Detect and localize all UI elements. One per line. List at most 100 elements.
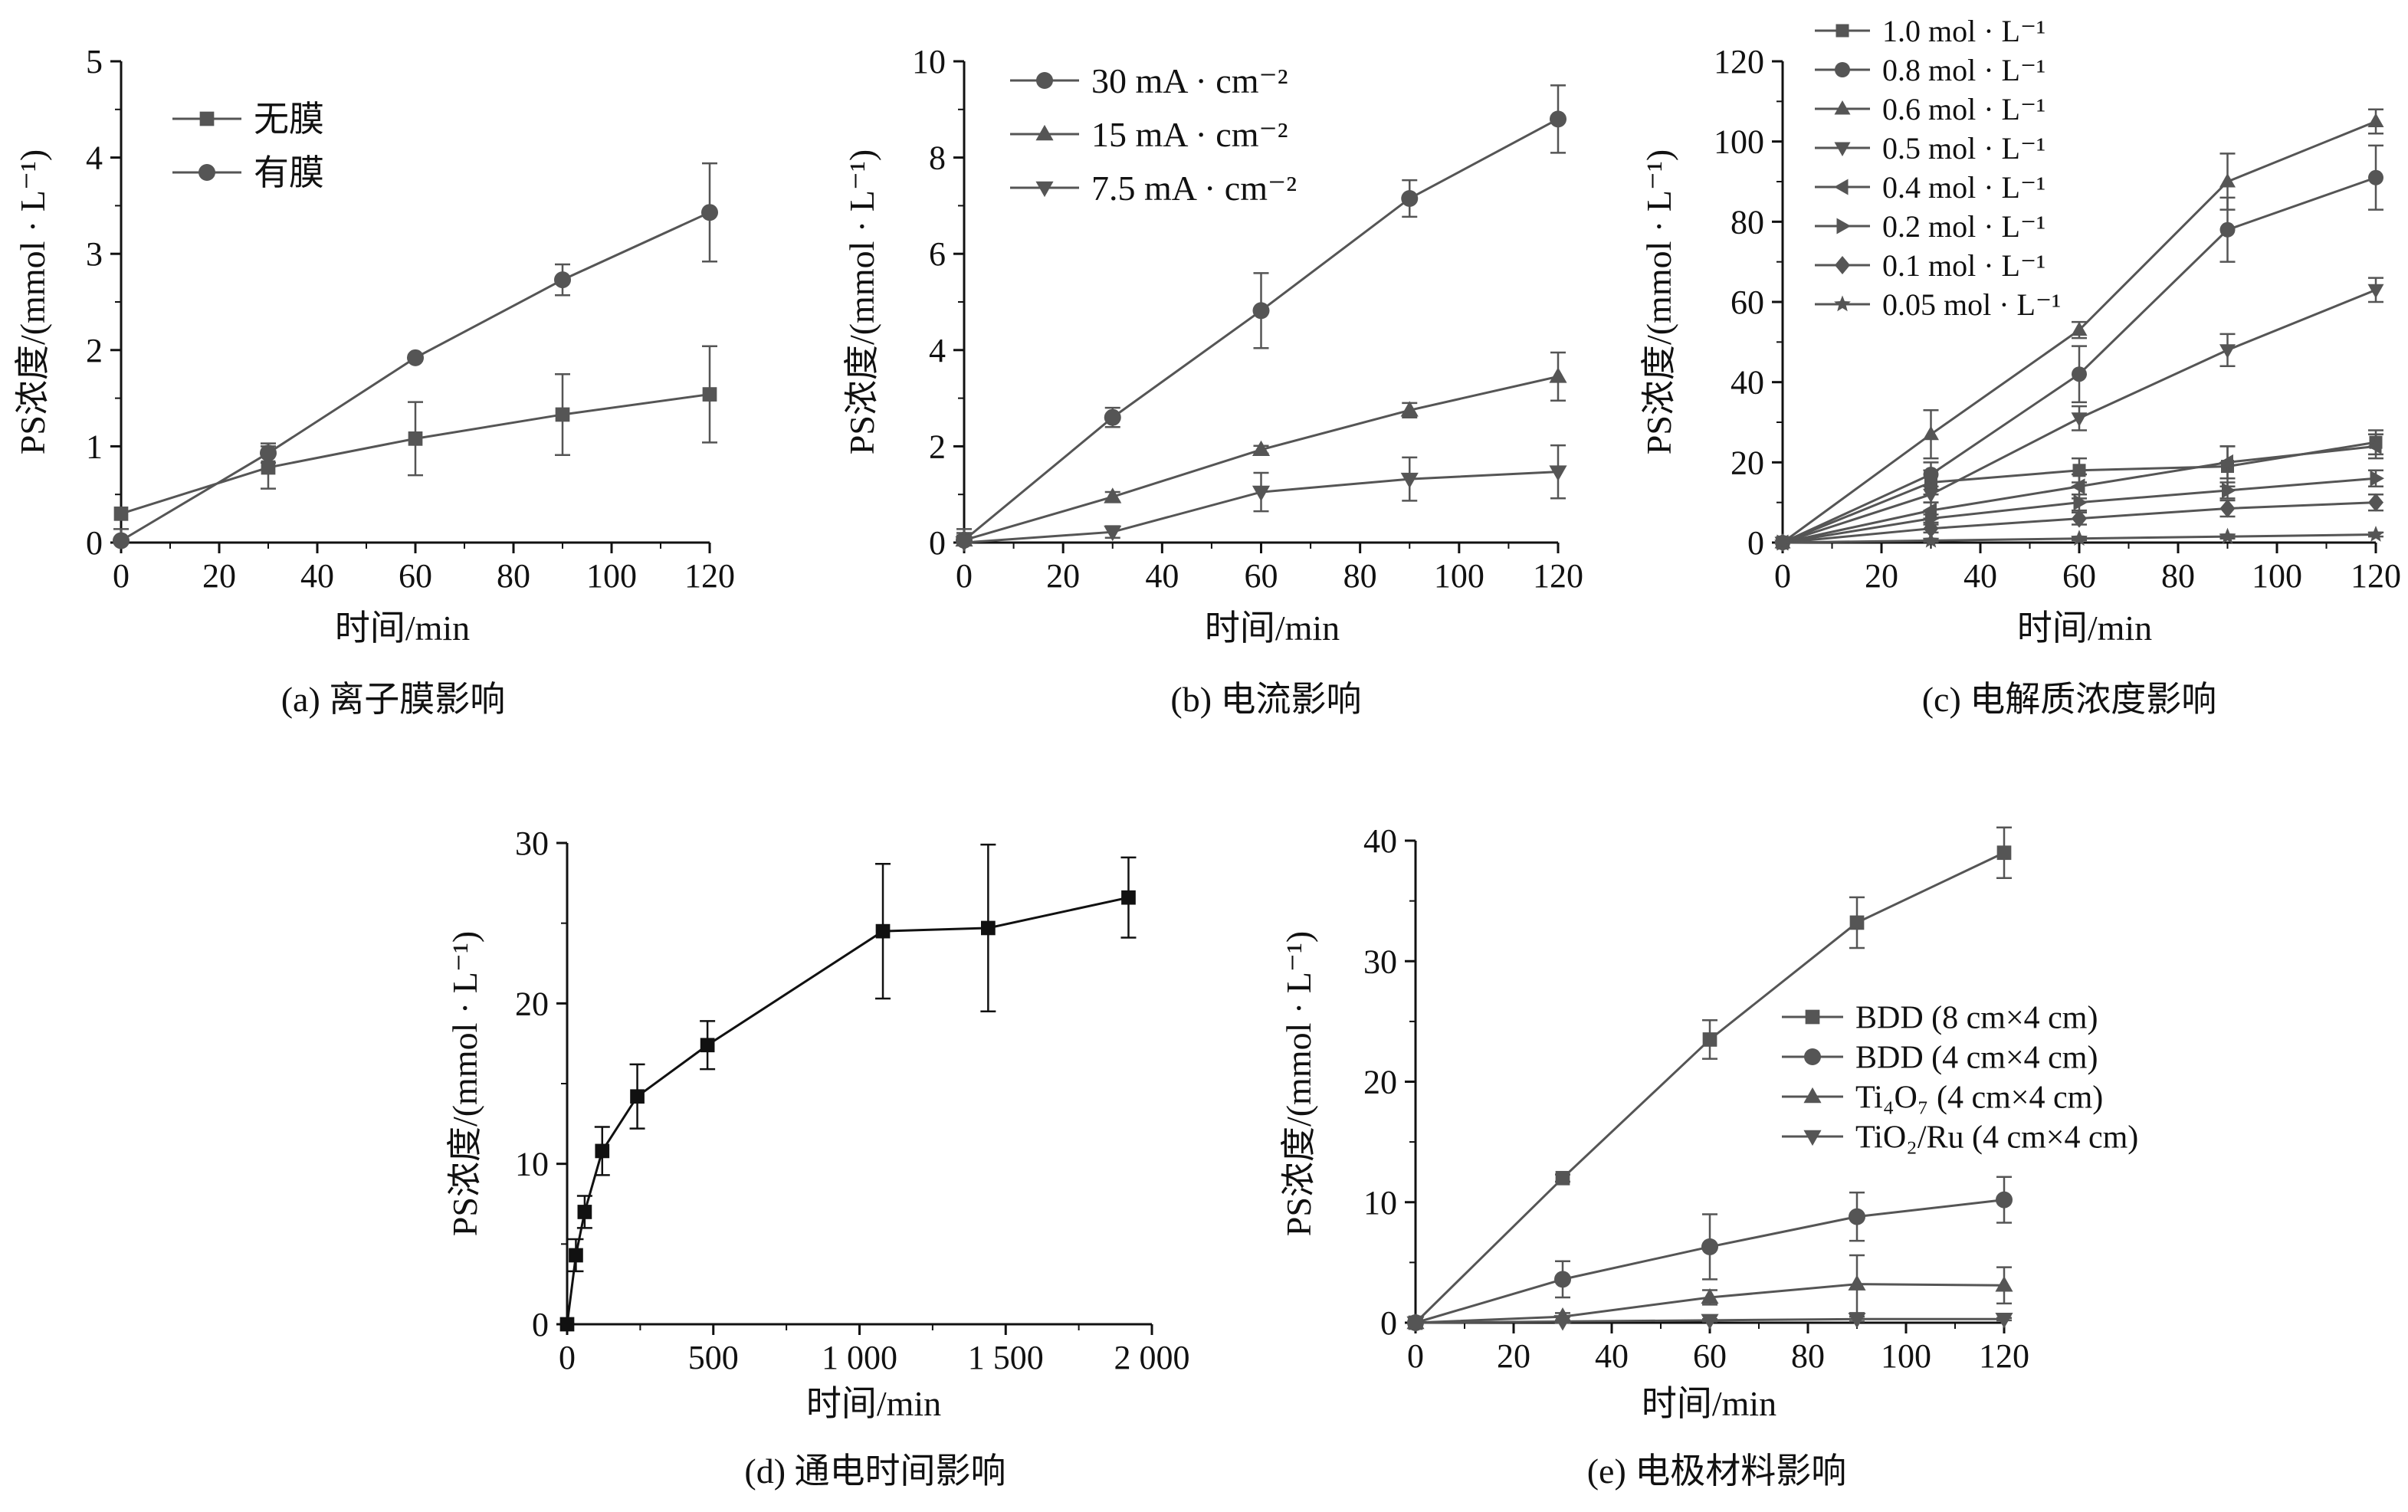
x-tick-label: 80: [2161, 557, 2195, 595]
data-point: [595, 1143, 610, 1159]
data-point: [1252, 485, 1271, 502]
series-line: [963, 375, 1559, 542]
series-0: [559, 843, 1137, 1332]
data-point: [1848, 1274, 1866, 1291]
data-point: [1849, 915, 1865, 930]
y-tick-label: 100: [1714, 123, 1764, 161]
data-point: [2367, 113, 2384, 127]
legend-marker: [1035, 181, 1054, 198]
x-axis-label: 时间/min: [335, 608, 470, 648]
legend-label: 0.05 mol · L⁻¹: [1882, 287, 2061, 322]
data-point: [1401, 189, 1419, 207]
y-axis-label: PS浓度/(mmol · L⁻¹): [842, 149, 881, 454]
data-point: [1406, 1316, 1425, 1333]
data-point: [2072, 509, 2087, 528]
legend-label: BDD (8 cm×4 cm): [1855, 1001, 2098, 1036]
y-tick-label: 8: [929, 139, 946, 177]
data-point: [2072, 366, 2087, 382]
legend-label: 0.4 mol · L⁻¹: [1882, 170, 2045, 205]
legend-marker: [1834, 142, 1851, 156]
legend-label: Ti₄O₇ (4 cm×4 cm): [1855, 1081, 2103, 1116]
data-point: [1104, 487, 1122, 503]
series-4: [1774, 433, 2383, 551]
data-point: [1550, 110, 1567, 128]
x-axis-label: 时间/min: [1205, 608, 1340, 648]
y-tick-label: 0: [86, 524, 103, 562]
legend-label: 30 mA · cm⁻²: [1091, 61, 1288, 100]
series-1: [955, 351, 1567, 547]
series-1: [113, 162, 718, 549]
x-tick-label: 0: [1774, 557, 1791, 595]
data-point: [1553, 1315, 1572, 1331]
x-tick-label: 20: [202, 557, 236, 595]
legend: BDD (8 cm×4 cm) BDD (4 cm×4 cm) Ti₄O₇ (4 c…: [1782, 1001, 2138, 1156]
x-tick-label: 20: [1046, 557, 1080, 595]
x-tick-label: 100: [586, 557, 637, 595]
data-point: [2071, 412, 2088, 427]
legend-label: 0.2 mol · L⁻¹: [1882, 209, 2045, 244]
x-tick-label: 40: [300, 557, 334, 595]
data-point: [2367, 526, 2384, 542]
y-tick-label: 10: [515, 1146, 549, 1183]
y-axis-label: PS浓度/(mmol · L⁻¹): [1639, 149, 1678, 454]
legend-marker: [199, 111, 215, 126]
y-tick-label: 0: [1380, 1304, 1397, 1342]
y-tick-label: 6: [929, 235, 946, 273]
data-point: [1995, 1276, 2013, 1292]
x-tick-label: 120: [684, 557, 735, 595]
data-point: [1701, 1314, 1719, 1330]
panel-a: 0 20 40 60 80 100 120 0 1 2 3 4 5 时间/min PS浓度/(mmol · …: [13, 43, 735, 719]
legend-marker: [1834, 100, 1851, 115]
x-tick-label: 1 500: [968, 1339, 1044, 1376]
x-tick-label: 60: [2062, 557, 2096, 595]
data-point: [1923, 519, 1939, 538]
panel-caption: (d) 通电时间影响: [744, 1451, 1006, 1491]
data-point: [2219, 221, 2236, 238]
legend-label: 0.5 mol · L⁻¹: [1882, 131, 2045, 166]
data-point: [1701, 1238, 1718, 1255]
series-2: [955, 444, 1567, 553]
legend-marker: [1836, 218, 1851, 235]
legend-marker: [1803, 1130, 1822, 1146]
data-point: [2071, 478, 2085, 495]
x-tick-label: 500: [688, 1339, 739, 1376]
y-tick-label: 3: [86, 235, 103, 273]
data-point: [1995, 1313, 2013, 1329]
data-point: [1121, 890, 1136, 905]
x-tick-label: 40: [1963, 557, 1997, 595]
data-point: [1923, 467, 1939, 483]
data-point: [1849, 1208, 1865, 1225]
data-point: [1104, 408, 1121, 426]
data-point: [1555, 1170, 1570, 1186]
data-point: [700, 1038, 715, 1053]
legend-label: 0.8 mol · L⁻¹: [1882, 53, 2045, 87]
series-3: [1406, 1313, 2013, 1333]
data-point: [2370, 470, 2384, 487]
data-point: [1549, 367, 1567, 383]
data-point: [701, 204, 718, 221]
legend-label: BDD (4 cm×4 cm): [1855, 1041, 2098, 1076]
data-point: [577, 1205, 592, 1219]
y-tick-label: 20: [515, 985, 549, 1022]
x-tick-label: 100: [1434, 557, 1484, 595]
data-point: [1400, 472, 1419, 489]
legend-label: 7.5 mA · cm⁻²: [1091, 169, 1297, 208]
legend-marker: [1035, 124, 1054, 141]
series-3: [1774, 277, 2384, 551]
panel-caption: (a) 离子膜影响: [281, 680, 506, 719]
data-point: [2222, 482, 2236, 499]
data-point: [1996, 1191, 2013, 1209]
series-line: [566, 896, 1129, 1325]
legend-marker: [1834, 179, 1849, 195]
legend-marker: [1036, 72, 1053, 89]
data-point: [981, 920, 996, 936]
data-point: [702, 387, 717, 402]
y-tick-label: 5: [86, 43, 103, 80]
data-point: [630, 1089, 645, 1104]
y-tick-label: 60: [1731, 284, 1764, 321]
data-point: [260, 444, 277, 462]
legend-label: 1.0 mol · L⁻¹: [1882, 14, 2045, 48]
y-tick-label: 2: [929, 428, 946, 465]
